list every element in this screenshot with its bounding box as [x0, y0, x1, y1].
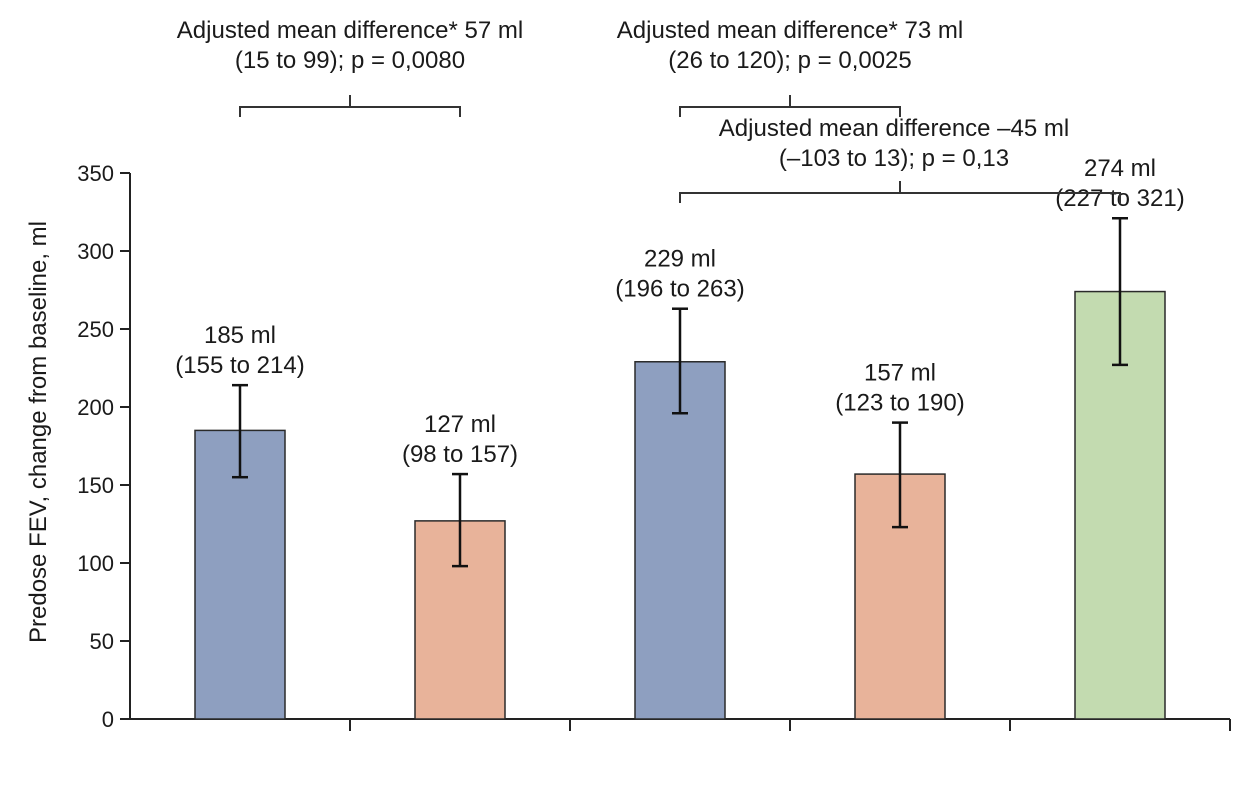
- y-tick-label: 350: [77, 161, 114, 186]
- bar: [194, 429, 286, 720]
- value-label: 274 ml: [1084, 155, 1156, 182]
- value-label: 157 ml: [864, 360, 936, 387]
- y-axis-label: Predose FEV, change from baseline, ml: [25, 221, 52, 643]
- value-label: 185 ml: [204, 322, 276, 349]
- y-tick-label: 250: [77, 317, 114, 342]
- ci-label: (123 to 190): [835, 390, 964, 417]
- comparison-label-line1: Adjusted mean difference –45 ml: [719, 115, 1069, 142]
- value-label: 229 ml: [644, 246, 716, 273]
- bar-labels: 185 ml (155 to 214) 127 ml (98 to 157) 229 m…: [175, 155, 1184, 468]
- x-axis: [120, 718, 1231, 731]
- comparison-label-line2: (26 to 120); p = 0,0025: [668, 47, 912, 74]
- y-axis: 0 50 100 150 200 250 300 350: [77, 161, 131, 732]
- comparison-label-line1: Adjusted mean difference* 57 ml: [177, 17, 523, 44]
- comparison-label-line2: (–103 to 13); p = 0,13: [779, 145, 1009, 172]
- value-label: 127 ml: [424, 411, 496, 438]
- y-tick-label: 200: [77, 395, 114, 420]
- ci-label: (196 to 263): [615, 276, 744, 303]
- ci-label: (155 to 214): [175, 352, 304, 379]
- comparison-bracket: [679, 181, 1121, 203]
- y-tick-label: 50: [90, 629, 114, 654]
- y-tick-label: 300: [77, 239, 114, 264]
- bars: [194, 216, 1166, 720]
- comparison-bracket: [239, 95, 461, 117]
- comparison-label-line2: (15 to 99); p = 0,0080: [235, 47, 465, 74]
- comparison-brackets: Adjusted mean difference* 57 ml (15 to 99…: [177, 17, 1121, 203]
- y-tick-label: 150: [77, 473, 114, 498]
- ci-label: (98 to 157): [402, 441, 518, 468]
- comparison-label-line1: Adjusted mean difference* 73 ml: [617, 17, 963, 44]
- y-tick-label: 100: [77, 551, 114, 576]
- bar: [634, 361, 726, 720]
- comparison-bracket: [679, 95, 901, 117]
- y-tick-label: 0: [102, 707, 114, 732]
